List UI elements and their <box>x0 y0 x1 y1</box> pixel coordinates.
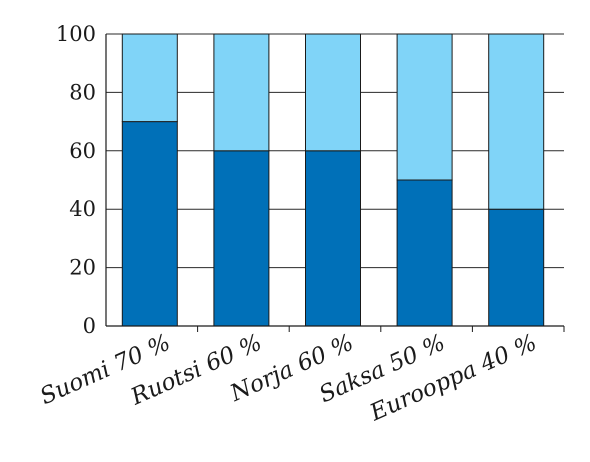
y-tick-label-20: 20 <box>69 256 96 280</box>
bar-2-segment-1 <box>213 150 270 327</box>
y-tick-labels: 0 20 40 60 80 100 <box>56 22 96 338</box>
y-tick-label-0: 0 <box>83 314 96 338</box>
y-tick-label-100: 100 <box>56 22 96 46</box>
bars <box>121 33 545 327</box>
axes <box>105 34 565 332</box>
bar-5-segment-1 <box>488 208 545 327</box>
bar-4-segment-1 <box>396 179 453 327</box>
bar-3-segment-2 <box>305 33 361 152</box>
bar-3-segment-1 <box>305 150 361 327</box>
x-category-labels: Suomi 70 %Ruotsi 60 %Norja 60 %Saksa 50 … <box>36 330 540 427</box>
y-tick-label-80: 80 <box>69 80 96 104</box>
bar-2-segment-2 <box>213 33 270 152</box>
y-tick-label-60: 60 <box>69 139 96 163</box>
bar-1-segment-2 <box>121 33 178 123</box>
bar-1-segment-1 <box>121 121 178 327</box>
bar-4-segment-2 <box>396 33 453 181</box>
y-tick-label-40: 40 <box>69 197 96 221</box>
bar-5-segment-2 <box>488 33 545 210</box>
